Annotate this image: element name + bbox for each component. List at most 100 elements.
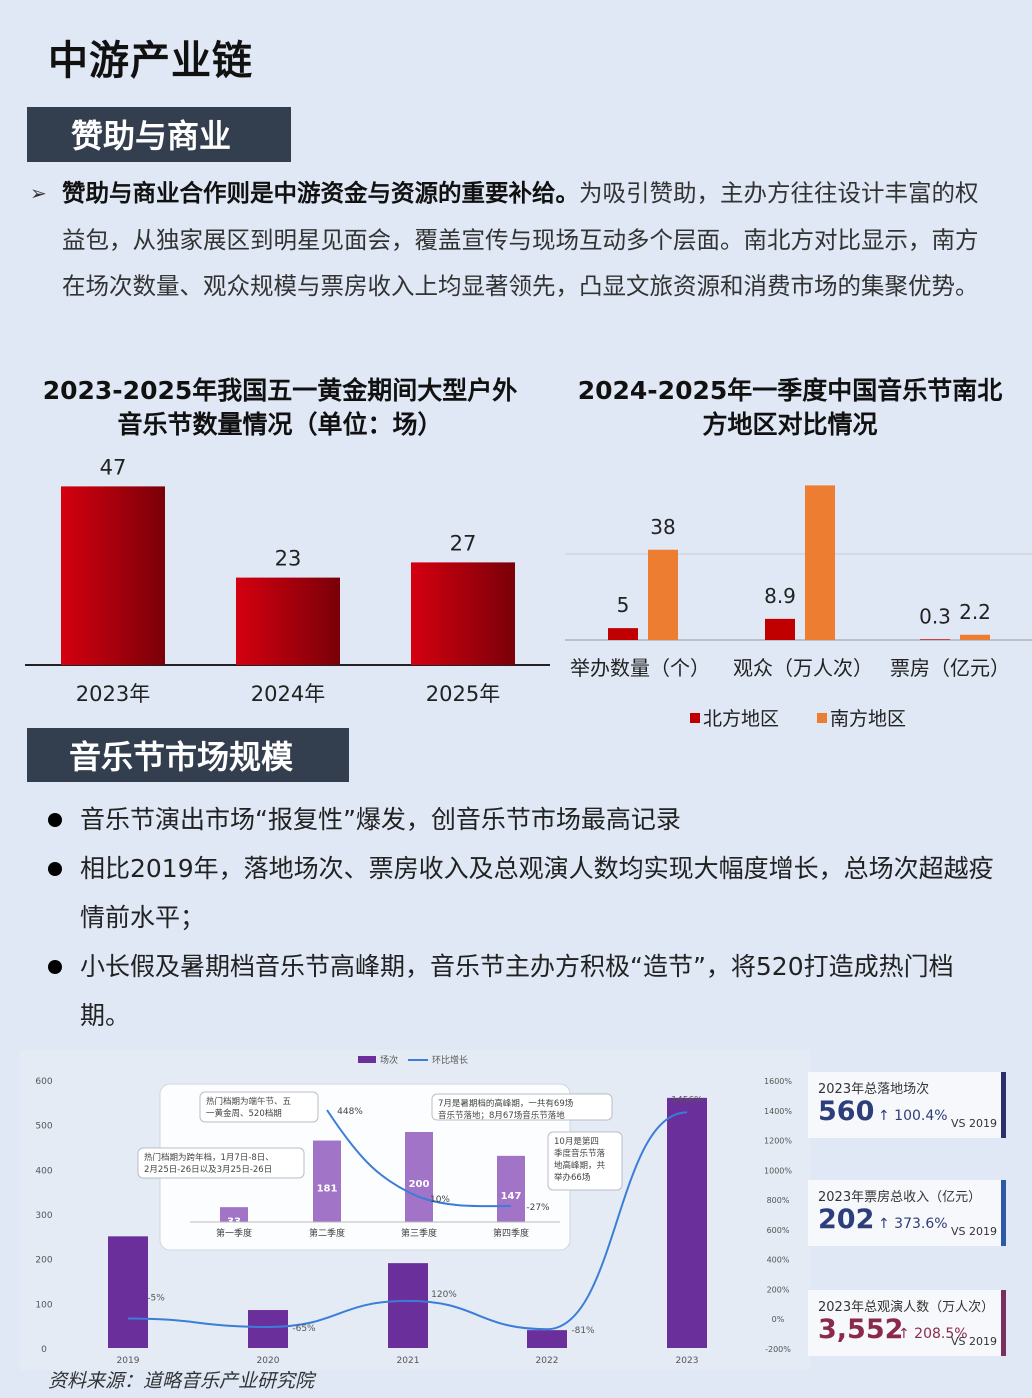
chart1-svg: 47 2023年 23 2024年 27 2025年: [25, 455, 550, 706]
chart3-y-tick: 100: [35, 1300, 52, 1310]
chart3-note-text: 地高峰期，共: [554, 1160, 606, 1171]
chart3-inset-growth-label: -27%: [526, 1203, 550, 1213]
chart2-category-label: 票房（亿元）: [890, 656, 1010, 680]
chart3-note-text: 2月25日-26日以及3月25日-26日: [144, 1165, 272, 1175]
chart2-value-label: 2.2: [959, 600, 991, 624]
chart3-note-text: 音乐节落地；8月67场音乐节落地: [438, 1110, 565, 1121]
stat-label: 2023年票房总收入（亿元）: [818, 1190, 982, 1205]
sponsorship-paragraph: ➢ 赞助与商业合作则是中游资金与资源的重要补给。为吸引赞助，主办方往往设计丰富的…: [30, 170, 990, 310]
page-title: 中游产业链: [48, 37, 253, 84]
chart3-y2-tick: 200%: [767, 1285, 790, 1294]
chart1-bar: [61, 486, 165, 665]
bullet-text: 小长假及暑期档音乐节高峰期，音乐节主办方积极“造节”，将520打造成热门档期。: [80, 952, 954, 1030]
bullet-item: 小长假及暑期档音乐节高峰期，音乐节主办方积极“造节”，将520打造成热门档期。: [40, 942, 1000, 1040]
chart3-note-text: 一黄金周、520档期: [206, 1108, 282, 1119]
chart1-bar: [236, 577, 340, 665]
chart3-inset-category: 第四季度: [493, 1227, 529, 1239]
chart3-svg: 600 500 400 300 200 100 0 场次 环比增长 2019 2020 2021 202…: [20, 1050, 810, 1370]
chart3-inset-category: 第一季度: [216, 1227, 252, 1239]
chart2-value-label: 65.1: [798, 470, 843, 474]
chart3-note-box: [431, 1093, 613, 1121]
chart3-note-text: 举办66场: [554, 1172, 590, 1183]
chart3-bar: [527, 1330, 567, 1348]
chart1-value-label: 23: [275, 547, 302, 571]
stat-change: ↑ 100.4%: [878, 1108, 948, 1124]
chart3-y-tick: 600: [35, 1077, 52, 1087]
stat-card-boxoffice: 2023年票房总收入（亿元） 202 ↑ 373.6% VS 2019: [808, 1180, 1006, 1246]
chart3-y2-tick: -200%: [765, 1345, 791, 1354]
chart1-value-label: 27: [450, 531, 477, 555]
stat-card-audience: 2023年总观演人数（万人次） 3,552 ↑ 208.5% VS 2019: [808, 1290, 1006, 1356]
chart1-category-label: 2025年: [426, 682, 500, 706]
paragraph-lead: 赞助与商业合作则是中游资金与资源的重要补给。: [62, 179, 579, 207]
chart3-note-box: [547, 1131, 623, 1191]
chart3-note-box: [137, 1147, 305, 1179]
chart3-y-tick: 500: [35, 1122, 52, 1132]
chart3-growth-label: -65%: [292, 1324, 316, 1334]
chart3-inset-value: 147: [501, 1191, 522, 1202]
chart3-inset-growth-label: 10%: [430, 1195, 450, 1205]
chart3-bar: [388, 1263, 428, 1348]
chart3-note-text: 热门档期为端午节、五: [206, 1096, 292, 1107]
bullet-dot-icon: [48, 813, 62, 827]
chart3-y2-tick: 600%: [767, 1226, 790, 1235]
stat-vs: VS 2019: [951, 1117, 997, 1130]
stat-vs: VS 2019: [951, 1335, 997, 1348]
chart3-y-tick: 0: [41, 1345, 47, 1355]
chart2-bar: [608, 628, 638, 640]
chart3-y2-tick: 1400%: [764, 1107, 792, 1116]
chart3-x-tick: 2019: [117, 1356, 140, 1366]
chart3-x-tick: 2022: [536, 1356, 559, 1366]
chart2-bar: [920, 639, 950, 640]
chart3-inset-category: 第三季度: [401, 1227, 437, 1239]
chart2-category-label: 举办数量（个）: [570, 656, 710, 680]
chart3-y2-tick: 1000%: [764, 1166, 792, 1175]
chart1-category-label: 2023年: [76, 682, 150, 706]
chart3-inset-bar: [497, 1155, 525, 1222]
source-note: 资料来源：道略音乐产业研究院: [48, 1370, 315, 1392]
paragraph-body: 为吸引赞助，主办方往往设计丰富的权益包，从独家展区到明星见面会，覆盖宣传与现场互…: [62, 179, 979, 300]
chart2-bar: [805, 485, 835, 640]
chart3-y-tick: 200: [35, 1256, 52, 1266]
stat-value: 3,552: [818, 1314, 904, 1345]
chart2-bar: [648, 549, 678, 640]
bullet-item: 相比2019年，落地场次、票房收入及总观演人数均实现大幅度增长，总场次超越疫情前…: [40, 844, 1000, 942]
chart3-x-tick: 2020: [257, 1356, 280, 1366]
chart3-inset-growth-line: [326, 1109, 512, 1208]
chart3-bar: [248, 1310, 288, 1348]
chart3-note-text: 7月是暑期档的高峰期，一共有69场: [438, 1098, 573, 1109]
chart2-svg: 5 38 8.9 65.1 0.3 2.2 举办数量（个） 观众（万人次） 票房（亿元） 北方地区…: [565, 470, 1032, 730]
chart3-inset-bar: [220, 1207, 248, 1222]
chart3-growth-label: -5%: [147, 1293, 165, 1303]
chart3-inset-bar: [405, 1132, 433, 1222]
chart3-inset-bar: [313, 1140, 341, 1222]
stat-card-venues: 2023年总落地场次 560 ↑ 100.4% VS 2019: [808, 1072, 1006, 1138]
chart2-legend-label: 南方地区: [830, 708, 906, 730]
chart2-title: 2024-2025年一季度中国音乐节南北方地区对比情况: [577, 376, 1003, 439]
chart1-category-label: 2024年: [251, 682, 325, 706]
bullet-text: 音乐节演出市场“报复性”爆发，创音乐节市场最高记录: [80, 805, 681, 834]
chart3-growth-label: -81%: [571, 1326, 595, 1336]
bullet-dot-icon: [48, 960, 62, 974]
chart3-y-tick: 400: [35, 1166, 52, 1176]
stat-value: 202: [818, 1204, 875, 1235]
chart3-y2-tick: 0%: [772, 1315, 785, 1324]
chart2-value-label: 0.3: [919, 604, 951, 628]
arrow-bullet-icon: ➢: [30, 181, 47, 205]
chart3-legend-label: 环比增长: [432, 1054, 468, 1066]
chart3-note-text: 季度音乐节落: [554, 1148, 606, 1159]
bullet-dot-icon: [48, 862, 62, 876]
chart2-legend-swatch: [690, 713, 700, 723]
chart3-y-tick: 300: [35, 1211, 52, 1221]
chart2-bar: [765, 618, 795, 640]
bullet-item: 音乐节演出市场“报复性”爆发，创音乐节市场最高记录: [40, 795, 1000, 844]
section-header-market-size: 音乐节市场规模: [27, 728, 349, 782]
chart2-legend-swatch: [817, 713, 827, 723]
chart3-inset-category: 第二季度: [309, 1227, 345, 1239]
chart3-growth-label: 120%: [431, 1290, 457, 1300]
chart3-legend-swatch: [358, 1056, 376, 1063]
chart3-x-tick: 2021: [397, 1356, 420, 1366]
chart1-value-label: 47: [100, 455, 127, 479]
chart3-growth-label: 1456%: [671, 1095, 703, 1105]
chart3-note-text: 10月是第四: [554, 1136, 599, 1147]
